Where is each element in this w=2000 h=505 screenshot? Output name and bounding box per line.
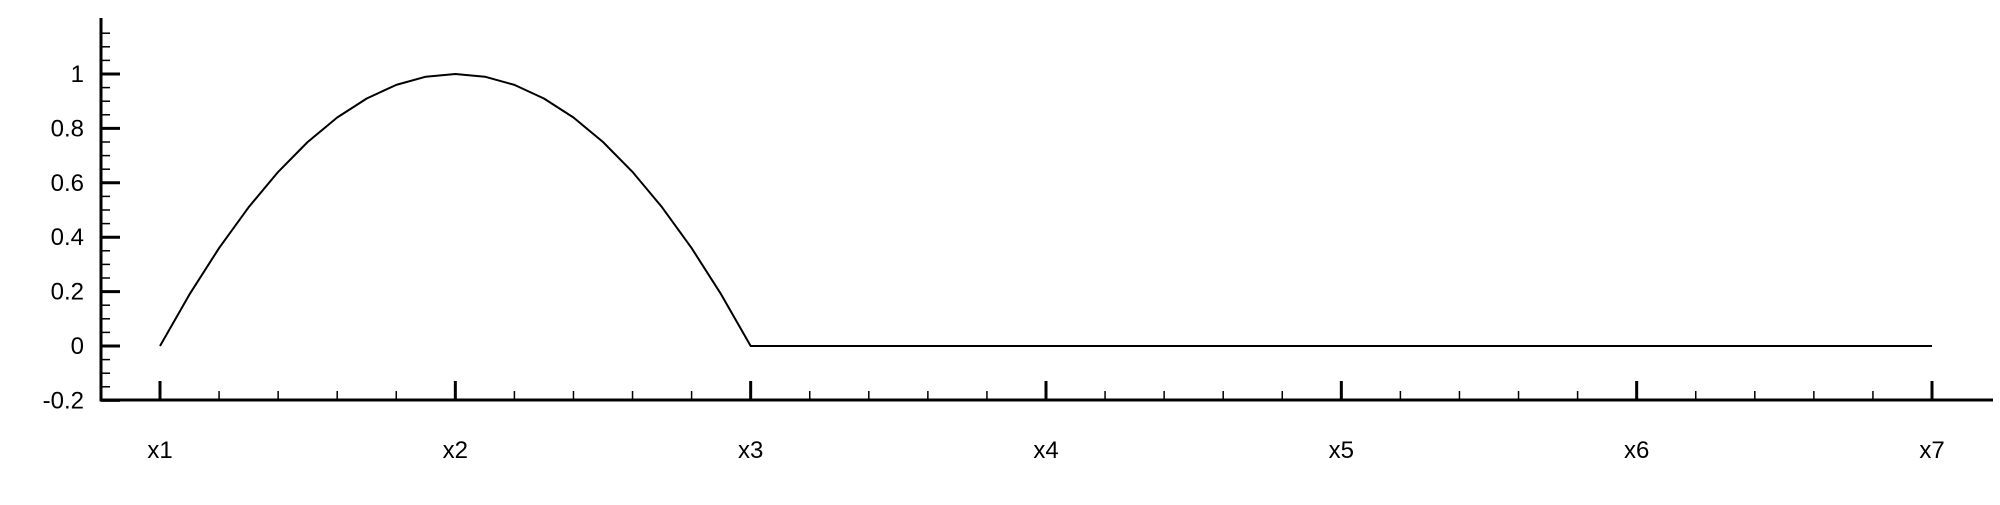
x-tick-label: x5 xyxy=(1329,437,1354,464)
y-tick-label: 0.4 xyxy=(51,224,84,251)
x-tick-label: x2 xyxy=(443,437,468,464)
x-tick-label: x7 xyxy=(1919,437,1944,464)
y-tick-label: -0.2 xyxy=(43,387,84,414)
y-tick-label: 0.8 xyxy=(51,115,84,142)
x-tick-label: x1 xyxy=(147,437,172,464)
tick-labels: x1 x2 x3 x4 x5 x6 x7 -0.2 0 0.2 0.4 0.6 0.8 1 xyxy=(43,61,1945,464)
ticks xyxy=(101,32,1934,402)
axes xyxy=(99,18,1993,402)
series xyxy=(159,73,1932,347)
series-line-curve xyxy=(159,73,1932,347)
y-tick-label: 0 xyxy=(71,333,84,360)
x-tick-label: x4 xyxy=(1033,437,1058,464)
x-tick-label: x6 xyxy=(1624,437,1649,464)
x-tick-label: x3 xyxy=(738,437,763,464)
y-tick-label: 0.6 xyxy=(51,170,84,197)
y-tick-label: 0.2 xyxy=(51,279,84,306)
y-tick-label: 1 xyxy=(71,61,84,88)
